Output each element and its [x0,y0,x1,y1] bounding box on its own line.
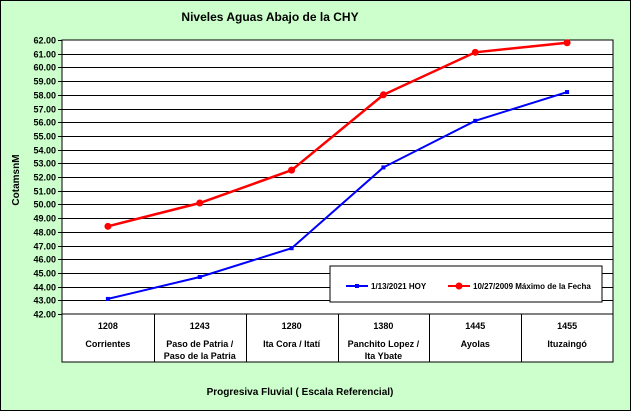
y-tick-label: 45.00 [33,269,56,279]
legend: 1/13/2021 HOY 10/27/2009 Máximo de la Fec… [329,265,603,303]
series-line [107,41,568,228]
category-name-label: Paso de Patria / [166,339,234,349]
data-point [381,165,386,170]
category-name-label: Paso de la Patria [164,351,237,361]
x-axis-label: Progresiva Fluvial ( Escala Referencial) [207,387,394,398]
y-tick-label: 59.00 [33,77,56,87]
category-code-label: 1243 [190,321,210,331]
data-point [196,199,204,207]
y-tick-label: 54.00 [33,146,56,156]
series-line [107,91,568,300]
y-tick-label: 49.00 [33,214,56,224]
legend-marker [355,284,359,288]
category-code-label: 1445 [465,321,485,331]
data-point [289,246,294,251]
category-name-label: Ita Cora / Itatí [263,339,321,349]
y-tick-label: 55.00 [33,132,56,142]
category-code-label: 1380 [373,321,393,331]
data-point [473,118,478,123]
category-name-label: Panchito Lopez / [348,339,420,349]
data-point [565,90,570,95]
y-tick-label: 48.00 [33,228,56,238]
category-name-label: Corrientes [85,339,130,349]
y-tick-label: 60.00 [33,63,56,73]
data-point [197,275,202,280]
category-axis-box [61,313,614,363]
y-tick-label: 44.00 [33,283,56,293]
data-point [105,296,110,301]
y-tick-label: 56.00 [33,118,56,128]
y-tick-label: 43.00 [33,296,56,306]
data-point [288,166,296,174]
y-tick-label: 52.00 [33,173,56,183]
plot-area: 42.00 43.00 44.00 45.00 46.00 47.00 48.00 49.00… [33,36,614,363]
category-code-label: 1280 [282,321,302,331]
data-point [471,48,479,56]
legend-label: 10/27/2009 Máximo de la Fecha [473,282,591,291]
y-tick-label: 46.00 [33,255,56,265]
y-tick-label: 57.00 [33,105,56,115]
data-point [563,39,571,47]
category-name-label: Ayolas [461,339,490,349]
y-tick-label: 47.00 [33,242,56,252]
y-tick-label: 53.00 [33,159,56,169]
y-axis-label: CotamsnM [11,154,22,205]
chart-title: Niveles Aguas Abajo de la CHY [181,10,358,24]
data-point [379,91,387,99]
data-point [104,222,112,230]
category-code-label: 1455 [557,321,577,331]
category-code-label: 1208 [98,321,118,331]
legend-label: 1/13/2021 HOY [371,282,427,291]
y-tick-label: 50.00 [33,200,56,210]
y-tick-label: 51.00 [33,187,56,197]
y-tick-label: 61.00 [33,50,56,60]
y-tick-label: 42.00 [33,310,56,320]
y-tick-label: 58.00 [33,91,56,101]
legend-marker [455,282,463,290]
category-name-label: Ituzaingó [547,339,587,349]
legend-box [329,265,603,303]
y-tick-label: 62.00 [33,36,56,46]
category-name-label: Ita Ybate [365,351,402,361]
